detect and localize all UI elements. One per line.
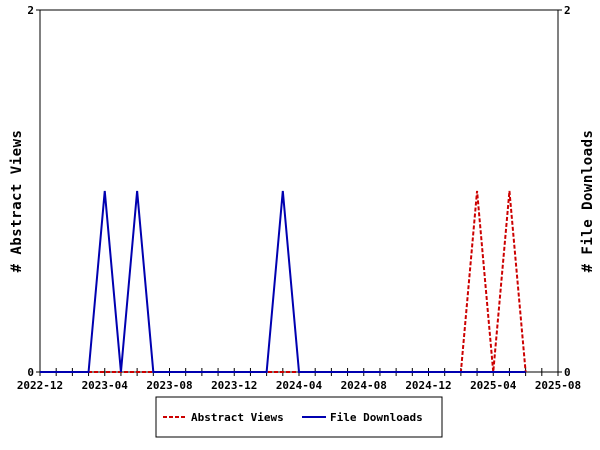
legend-box bbox=[155, 396, 443, 438]
legend-label: Abstract Views bbox=[191, 411, 284, 424]
x-tick-label: 2023-08 bbox=[146, 379, 192, 392]
plot-frame bbox=[39, 9, 559, 373]
x-tick-label: 2025-04 bbox=[470, 379, 517, 392]
x-tick-label: 2024-12 bbox=[405, 379, 451, 392]
x-tick-label: 2025-08 bbox=[535, 379, 581, 392]
x-tick-label: 2023-12 bbox=[211, 379, 257, 392]
y-right-tick-label: 0 bbox=[564, 366, 571, 379]
series-line-file-downloads bbox=[40, 190, 526, 373]
y-left-axis-title: # Abstract Views bbox=[9, 130, 25, 273]
y-right-tick-label: 2 bbox=[564, 4, 571, 17]
x-tick-label: 2023-04 bbox=[82, 379, 129, 392]
y-left-tick-label: 0 bbox=[27, 366, 34, 379]
x-tick-label: 2024-08 bbox=[341, 379, 387, 392]
y-right-axis-title: # File Downloads bbox=[580, 130, 596, 273]
y-left-tick-label: 2 bbox=[27, 4, 34, 17]
legend-label: File Downloads bbox=[330, 411, 423, 424]
x-tick-label: 2024-04 bbox=[276, 379, 323, 392]
x-tick-label: 2022-12 bbox=[17, 379, 63, 392]
